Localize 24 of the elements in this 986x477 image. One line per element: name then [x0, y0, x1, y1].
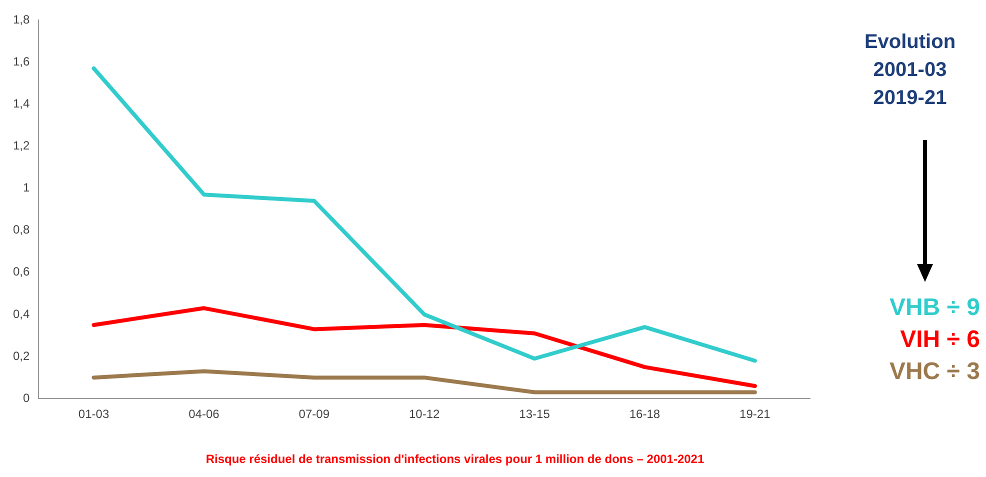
text: 2001-03	[872, 58, 948, 83]
y-tick-label: 1,2	[12, 138, 30, 153]
y-tick-label: 1,6	[12, 54, 30, 68]
x-tick-label: 07-09	[298, 407, 330, 422]
text: 2019-21	[872, 86, 948, 111]
x-tick-label: 10-12	[408, 407, 440, 422]
y-tick-label: 0,8	[12, 222, 30, 237]
y-tick-label: 1	[22, 180, 30, 195]
y-tick-label: 0,4	[12, 306, 30, 321]
x-tick-label: 01-03	[78, 407, 110, 422]
y-tick-label: 1,8	[12, 12, 30, 26]
y-tick-label: 0	[22, 390, 30, 405]
y-tick-label: 1,4	[12, 96, 30, 110]
text: Evolution	[863, 30, 957, 55]
text: Risque résiduel de transmission d'infections virales pour 1 million de dons – 2001-2021	[204, 452, 706, 466]
y-tick-label: 0,2	[12, 348, 30, 363]
x-tick-label: 04-06	[188, 407, 220, 422]
text: VHC ÷ 3	[888, 357, 980, 387]
text: VHB ÷ 9	[888, 293, 980, 323]
text: VIH ÷ 6	[899, 325, 980, 355]
y-tick-label: 0,6	[12, 264, 30, 279]
x-tick-label: 13-15	[519, 407, 550, 422]
x-tick-label: 16-18	[629, 407, 660, 422]
x-tick-label: 19-21	[740, 407, 771, 422]
